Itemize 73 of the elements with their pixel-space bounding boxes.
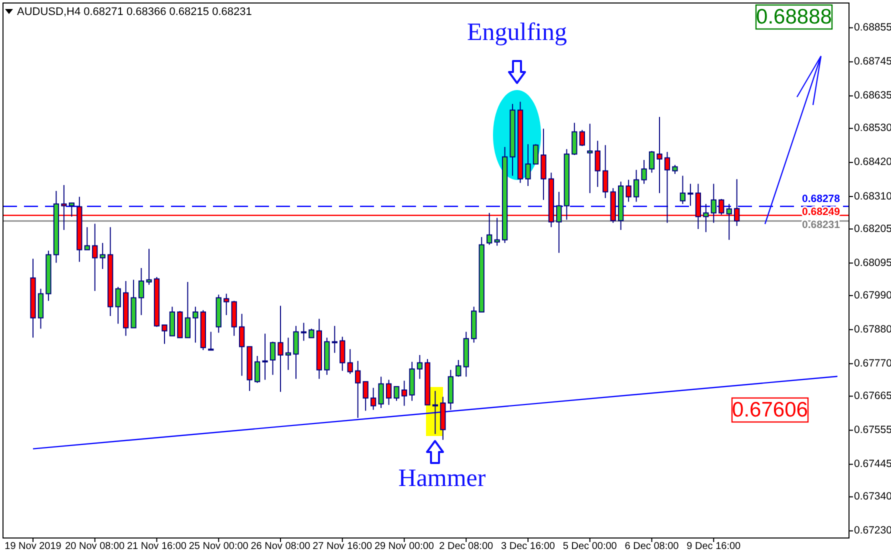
candlestick xyxy=(626,179,632,202)
chart-title: AUDUSD,H4 0.68271 0.68366 0.68215 0.68231 xyxy=(17,6,252,18)
candlestick xyxy=(641,159,647,184)
candlestick xyxy=(355,360,361,418)
candlestick xyxy=(293,325,299,380)
x-tick-label: 25 Nov 00:00 xyxy=(188,541,249,551)
x-tick-label: 29 Nov 00:00 xyxy=(374,541,434,551)
x-tick-label: 9 Dec 16:00 xyxy=(686,541,742,551)
candlestick xyxy=(486,212,492,246)
x-tick-label: 19 Nov 2019 xyxy=(4,541,62,551)
candlestick xyxy=(370,387,376,410)
candlestick xyxy=(401,380,408,406)
candlestick xyxy=(648,150,655,174)
candlestick xyxy=(208,331,214,351)
x-tick-label: 2 Dec 08:00 xyxy=(439,541,494,551)
candlestick xyxy=(525,144,531,186)
candlestick xyxy=(285,337,292,370)
annotation: Engulfing xyxy=(467,19,568,46)
candlestick xyxy=(386,379,392,406)
annotation: 0.67606 xyxy=(732,398,808,422)
annotation: Hammer xyxy=(398,465,486,492)
candlestick xyxy=(169,306,176,336)
candlestick xyxy=(347,348,353,374)
candlestick xyxy=(394,386,400,402)
annotation: 0.68888 xyxy=(756,6,832,29)
candlestick xyxy=(270,341,276,376)
x-tick-label: 27 Nov 16:00 xyxy=(312,541,373,551)
candlestick xyxy=(332,325,338,354)
candlestick xyxy=(726,203,732,240)
candlestick xyxy=(532,144,539,164)
candlestick xyxy=(602,144,608,199)
x-tick-label: 21 Nov 16:00 xyxy=(127,541,187,551)
candlestick xyxy=(300,322,307,342)
candlestick xyxy=(262,333,268,380)
candlestick xyxy=(92,223,98,292)
candlestick xyxy=(84,226,90,250)
candlestick xyxy=(633,169,640,202)
candlestick xyxy=(254,355,260,384)
candlestick xyxy=(100,242,106,270)
candlestick xyxy=(378,376,384,408)
candlestick xyxy=(68,202,74,218)
x-tick-label: 26 Nov 08:00 xyxy=(250,541,311,551)
candlestick xyxy=(362,381,368,412)
candlestick xyxy=(594,140,600,188)
candlestick xyxy=(184,281,191,338)
candlestick xyxy=(680,175,686,204)
candlestick xyxy=(656,116,662,194)
candlestick xyxy=(556,191,562,254)
candlestick xyxy=(579,129,585,147)
candlestick xyxy=(192,306,198,344)
candlestick xyxy=(239,313,245,376)
candlestick xyxy=(494,217,500,246)
candlestick xyxy=(416,354,423,380)
candlestick xyxy=(432,390,438,434)
candlestick xyxy=(688,183,694,206)
candlestick xyxy=(138,268,144,316)
x-tick-label: 5 Dec 00:00 xyxy=(562,541,618,551)
candlestick xyxy=(278,305,284,392)
ref-line-label: 0.68278 xyxy=(802,193,840,206)
candlestick xyxy=(587,123,593,194)
candlestick xyxy=(115,286,121,324)
x-tick-label: 20 Nov 08:00 xyxy=(65,541,126,551)
candlestick xyxy=(703,203,709,233)
candlestick xyxy=(456,359,462,378)
candlestick xyxy=(572,122,578,156)
candlestick xyxy=(146,248,152,286)
candlestick xyxy=(340,336,346,372)
candlestick xyxy=(540,128,546,200)
candlestick xyxy=(224,293,230,316)
x-tick-label: 3 Dec 16:00 xyxy=(501,541,556,551)
candlestick xyxy=(710,183,716,224)
candlestick xyxy=(162,324,168,344)
x-tick-label: 6 Dec 08:00 xyxy=(624,541,680,551)
